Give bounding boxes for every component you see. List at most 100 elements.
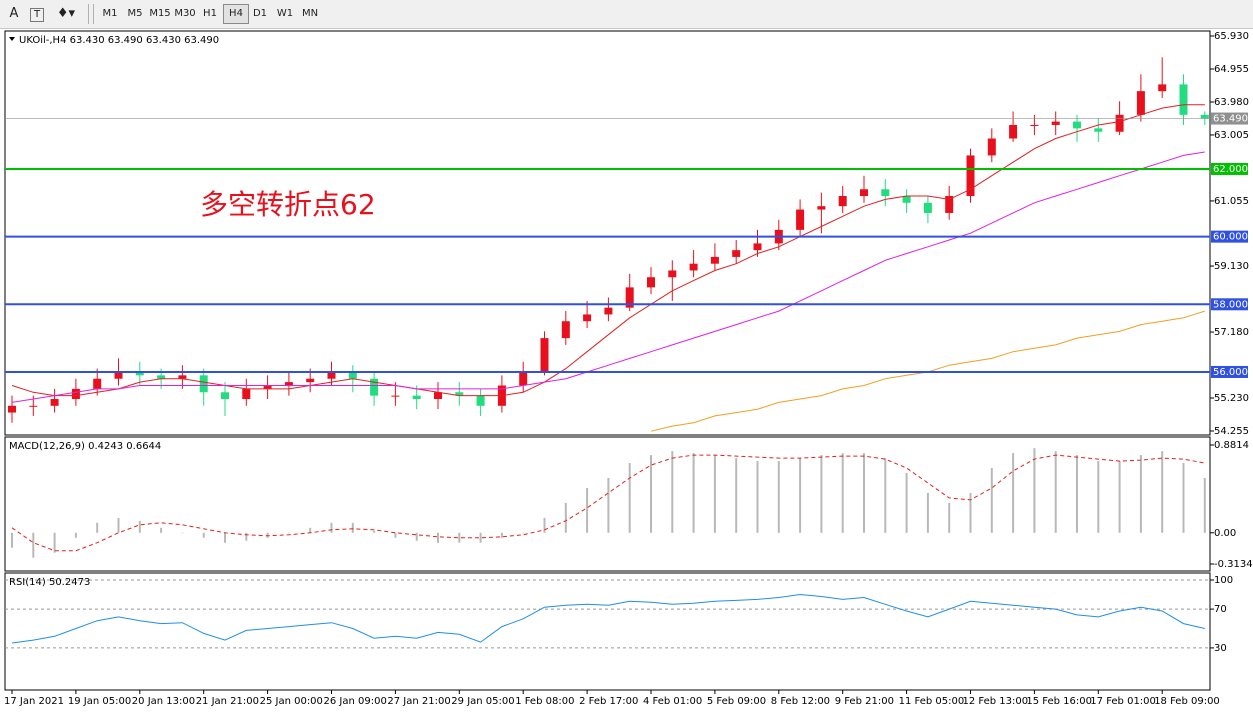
level-label-box bbox=[1211, 162, 1248, 175]
candle-body bbox=[817, 206, 826, 210]
panel-frame bbox=[4, 436, 1211, 572]
macd-bar bbox=[756, 461, 759, 533]
x-tick-label: 27 Jan 21:00 bbox=[387, 696, 450, 707]
level-label: 63.490 bbox=[1213, 114, 1248, 125]
candle-body bbox=[221, 392, 229, 400]
shapes-tool[interactable]: ♦▾ bbox=[56, 6, 76, 21]
y-tick-label: 0.00 bbox=[1214, 528, 1236, 539]
x-tick-label: 19 Jan 05:00 bbox=[68, 696, 131, 707]
x-tick-label: 8 Feb 12:00 bbox=[771, 696, 830, 707]
macd-bar bbox=[1076, 455, 1078, 533]
macd-bar bbox=[586, 487, 589, 533]
x-tick-label: 25 Jan 00:00 bbox=[260, 696, 323, 707]
candle-body bbox=[1094, 128, 1103, 132]
macd-bar bbox=[245, 532, 248, 541]
timeframe-button[interactable]: M15 bbox=[149, 8, 171, 19]
timeframe-button[interactable]: W1 bbox=[276, 8, 294, 19]
candle-body bbox=[412, 395, 421, 400]
macd-bar bbox=[543, 517, 546, 533]
x-tick-label: 17 Jan 2021 bbox=[4, 696, 64, 707]
macd-bar bbox=[564, 502, 567, 533]
macd-bar bbox=[1161, 451, 1164, 533]
macd-bar bbox=[266, 532, 269, 538]
macd-bar bbox=[479, 532, 482, 543]
candle-body bbox=[1115, 114, 1124, 132]
y-tick-label: 63.980 bbox=[1214, 97, 1249, 108]
candle-body bbox=[1136, 91, 1145, 115]
y-tick-label: 30 bbox=[1214, 643, 1227, 654]
x-tick-label: 29 Jan 05:00 bbox=[451, 696, 514, 707]
panel-title: UKOil-,H4 63.430 63.490 63.430 63.490 bbox=[19, 35, 219, 46]
x-tick-label: 15 Feb 16:00 bbox=[1026, 696, 1092, 707]
level-label: 58.000 bbox=[1213, 299, 1248, 310]
macd-bar bbox=[1203, 478, 1206, 533]
macd-bar bbox=[735, 458, 738, 533]
y-tick-label: 65.930 bbox=[1214, 31, 1249, 42]
signal-line bbox=[11, 454, 1205, 552]
timeframe-button[interactable]: M5 bbox=[127, 8, 143, 19]
text-tool[interactable]: A bbox=[9, 6, 19, 21]
macd-bar bbox=[437, 532, 439, 543]
candle-body bbox=[689, 263, 698, 271]
x-tick-label: 11 Feb 05:00 bbox=[899, 696, 965, 707]
candle-body bbox=[327, 371, 336, 379]
timeframe-button[interactable]: D1 bbox=[252, 8, 268, 19]
macd-bar bbox=[863, 453, 865, 533]
panel-title: RSI(14) 50.2473 bbox=[9, 577, 90, 588]
candle-body bbox=[1030, 124, 1039, 126]
label-tool[interactable]: T bbox=[30, 8, 44, 22]
y-tick-label: 61.055 bbox=[1214, 196, 1249, 207]
macd-bar bbox=[287, 532, 290, 534]
timeframe-button[interactable]: M30 bbox=[174, 8, 196, 19]
y-tick-label: 70 bbox=[1214, 604, 1227, 615]
timeframe-button[interactable]: H4 bbox=[223, 4, 249, 24]
timeframe-button[interactable]: MN bbox=[301, 8, 319, 19]
candle-body bbox=[540, 338, 549, 372]
x-tick-label: 18 Feb 09:00 bbox=[1154, 696, 1220, 707]
candle-body bbox=[157, 375, 166, 379]
panel-frame bbox=[4, 30, 1211, 436]
macd-bar bbox=[777, 461, 780, 533]
macd-bar bbox=[522, 532, 525, 534]
macd-bar bbox=[1054, 451, 1057, 533]
macd-bar bbox=[394, 532, 397, 538]
macd-bar bbox=[1139, 455, 1142, 533]
candle-body bbox=[838, 196, 847, 207]
macd-bar bbox=[138, 520, 141, 533]
macd-bar bbox=[692, 453, 695, 533]
x-tick-label: 4 Feb 01:00 bbox=[643, 696, 702, 707]
x-tick-label: 12 Feb 13:00 bbox=[963, 696, 1029, 707]
level-label: 62.000 bbox=[1213, 164, 1248, 175]
candle-body bbox=[902, 196, 911, 203]
candle-body bbox=[29, 405, 38, 407]
candle-body bbox=[945, 196, 954, 213]
timeframe-button[interactable]: M1 bbox=[102, 8, 118, 19]
x-tick-label: 17 Feb 01:00 bbox=[1090, 696, 1156, 707]
macd-bar bbox=[181, 532, 184, 534]
panel-frame bbox=[4, 572, 1211, 691]
macd-bar bbox=[117, 517, 120, 533]
candle-body bbox=[987, 138, 996, 156]
moving-average bbox=[11, 151, 1205, 403]
macd-bar bbox=[799, 458, 802, 533]
candle-body bbox=[391, 395, 400, 397]
macd-bar bbox=[373, 530, 376, 533]
candle-body bbox=[625, 287, 634, 308]
x-tick-label: 1 Feb 08:00 bbox=[515, 696, 574, 707]
y-tick-label: 57.180 bbox=[1214, 327, 1249, 338]
timeframe-button[interactable]: H1 bbox=[203, 8, 217, 19]
macd-bar bbox=[160, 527, 163, 533]
candle-body bbox=[1009, 124, 1018, 139]
macd-bar bbox=[607, 478, 610, 533]
candle-body bbox=[583, 314, 592, 322]
macd-bar bbox=[330, 522, 333, 533]
macd-bar bbox=[1033, 448, 1036, 533]
macd-bar bbox=[628, 463, 631, 533]
candle-body bbox=[476, 395, 485, 406]
level-label: 60.000 bbox=[1213, 232, 1248, 243]
candle-body bbox=[1051, 121, 1060, 125]
macd-bar bbox=[671, 451, 674, 533]
candle-body bbox=[923, 202, 932, 213]
candle-body bbox=[114, 371, 123, 379]
